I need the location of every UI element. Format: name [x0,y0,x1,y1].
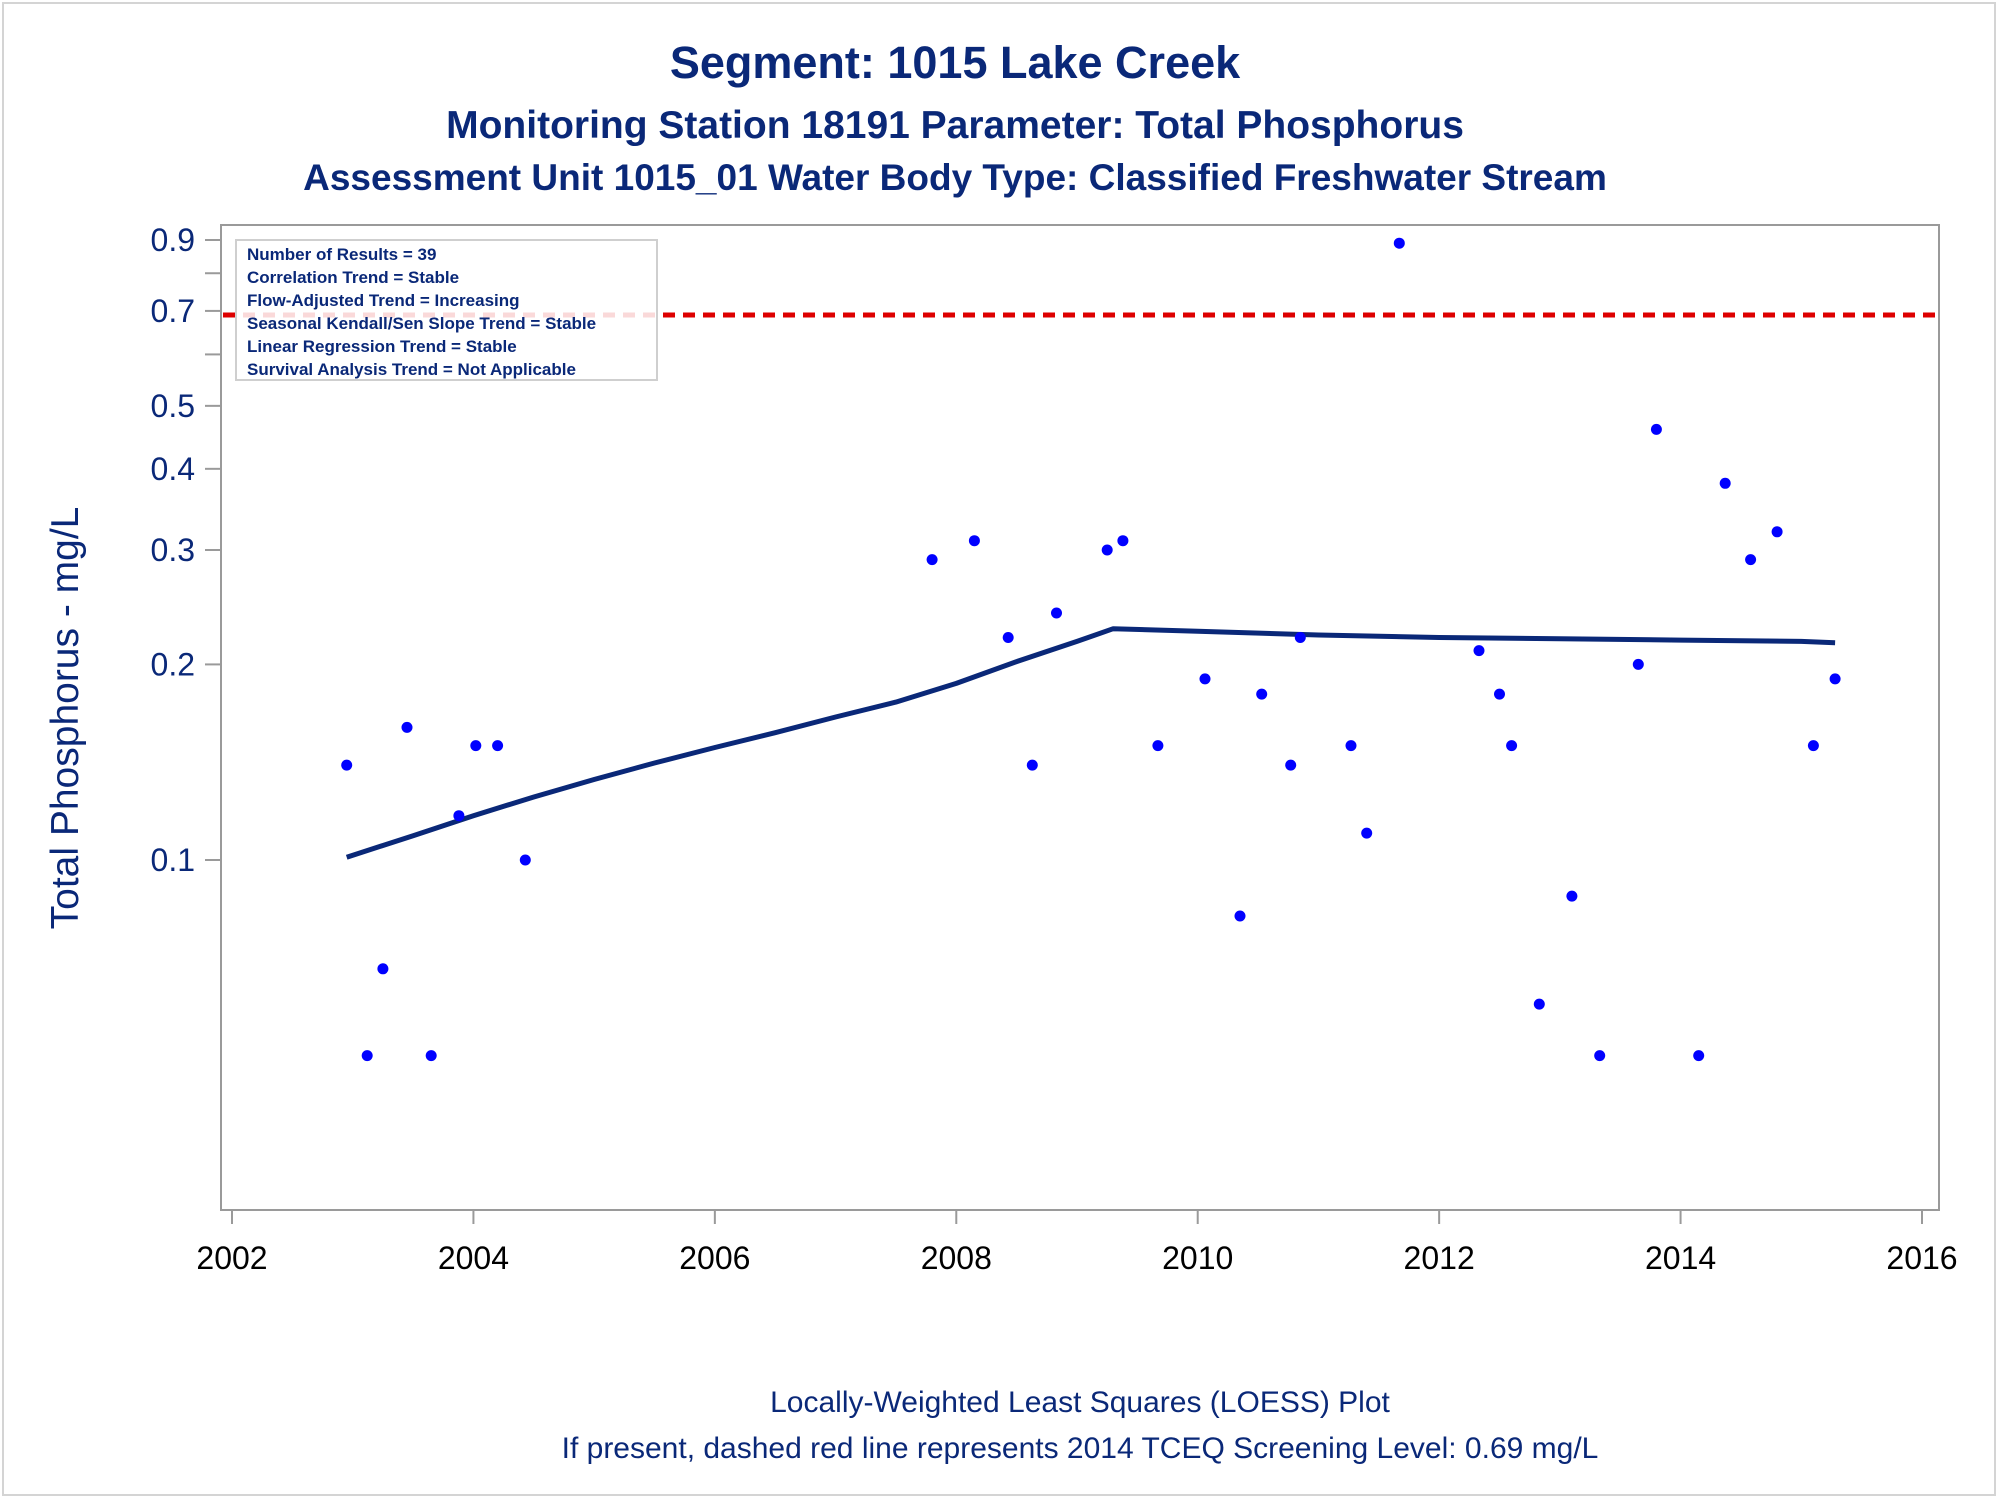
data-point [401,721,413,733]
data-point [1051,607,1062,619]
data-point [1650,423,1662,435]
data-point [1234,910,1246,922]
data-point [1693,1050,1705,1062]
data-point [377,963,389,975]
trend-summary-line: Flow-Adjusted Trend = Increasing [247,291,520,310]
data-point [926,554,938,566]
data-point [1285,759,1297,771]
data-point [1829,673,1841,685]
trend-summary-box: Number of Results = 39 Correlation Trend… [235,239,658,381]
data-point [1719,477,1731,489]
data-points [341,237,1841,1062]
data-point [1632,658,1644,670]
data-point [1002,632,1014,643]
data-point [1256,688,1268,700]
data-point [1473,645,1485,657]
data-point [1117,535,1129,547]
x-tick-label: 2010 [1162,1240,1233,1276]
x-axis: 2002 2004 2006 2008 2010 2012 2014 2016 [196,1210,1958,1276]
data-point [425,1050,437,1062]
x-tick-label: 2002 [196,1240,267,1276]
data-point [1199,673,1211,685]
loess-trend-line [345,626,1836,860]
trend-summary-line: Correlation Trend = Stable [247,268,459,287]
x-tick-label: 2016 [1886,1240,1957,1276]
trend-summary-line: Seasonal Kendall/Sen Slope Trend = Stabl… [247,314,596,333]
data-point [361,1050,373,1062]
y-tick-label: 0.5 [151,388,195,424]
trend-summary-line: Linear Regression Trend = Stable [247,337,517,356]
plot-area [220,224,1940,1211]
trend-summary-line: Number of Results = 39 [247,245,436,264]
data-point [1506,740,1518,752]
data-point [1345,740,1357,752]
data-point [1393,237,1405,249]
y-tick-label: 0.3 [151,532,195,568]
x-tick-label: 2004 [438,1240,509,1276]
chart-subtitle-station: Monitoring Station 18191 Parameter: Tota… [446,104,1464,147]
y-tick-label: 0.9 [151,222,195,258]
data-point [1494,688,1505,700]
y-tick-label: 0.7 [151,293,195,329]
data-point [1807,740,1819,752]
y-tick-label: 0.4 [151,451,195,487]
y-axis-label: Total Phosphorus - mg/L [44,507,87,930]
trend-summary-line: Survival Analysis Trend = Not Applicable [247,360,576,379]
y-tick-label: 0.2 [151,646,195,682]
data-point [1026,759,1038,771]
data-point [1294,632,1306,643]
data-point [470,740,482,752]
data-point [1594,1050,1606,1062]
x-tick-label: 2012 [1404,1240,1475,1276]
data-point [341,759,353,771]
data-point [1566,890,1578,902]
data-point [1745,554,1757,566]
x-tick-label: 2006 [679,1240,750,1276]
data-point [1533,998,1545,1010]
data-point [453,810,465,822]
x-tick-label: 2008 [921,1240,992,1276]
y-axis: 0.1 0.2 0.3 0.4 0.5 0.7 0.9 [151,222,221,878]
y-tick-label: 0.1 [151,842,195,878]
data-point [492,740,504,752]
data-point [968,535,980,547]
footnote-screening-level: If present, dashed red line represents 2… [562,1432,1599,1465]
data-point [1101,544,1113,556]
chart-title: Segment: 1015 Lake Creek [670,37,1241,88]
x-tick-label: 2014 [1645,1240,1716,1276]
footnote-loess: Locally-Weighted Least Squares (LOESS) P… [770,1386,1390,1419]
data-point [1361,827,1373,839]
data-point [1771,526,1783,538]
data-point [1152,740,1164,752]
data-point [519,854,531,866]
chart-subtitle-assessment: Assessment Unit 1015_01 Water Body Type:… [303,157,1607,198]
